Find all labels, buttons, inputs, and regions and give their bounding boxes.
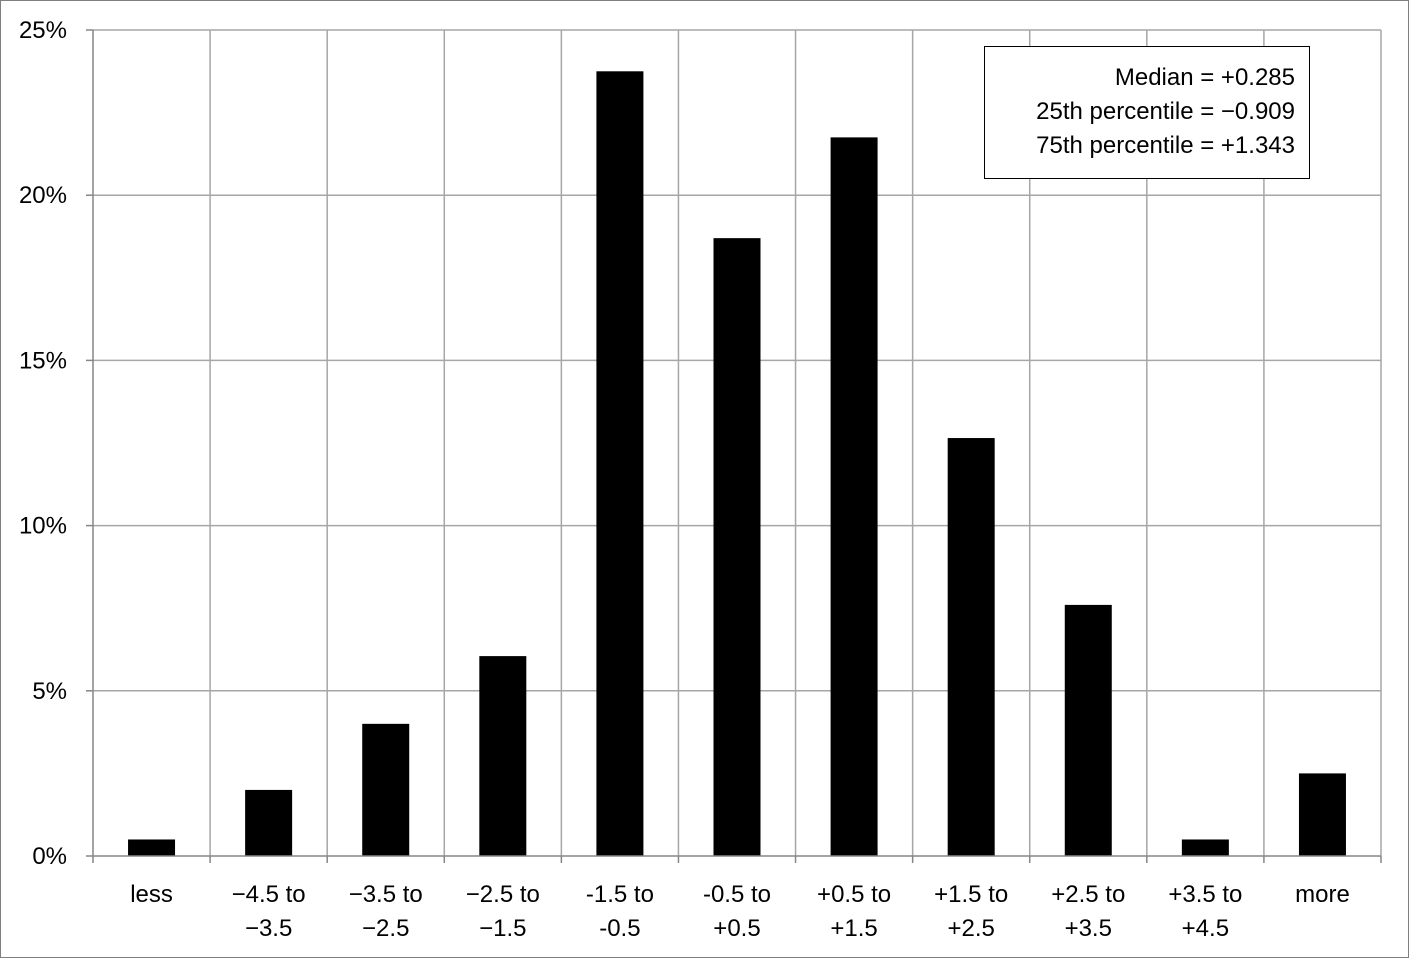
x-tick-label: less (130, 881, 173, 908)
y-tick-labels: 0% 5% 10% 15% 20% 25% (19, 17, 67, 870)
bar (830, 137, 878, 856)
25th-percentile-annotation: 25th percentile = −0.909 (1036, 98, 1295, 125)
bar (947, 438, 995, 856)
bar (128, 839, 176, 856)
bar (362, 723, 410, 856)
x-tick-label: −4.5 to −3.5 (232, 881, 306, 942)
bar (596, 71, 644, 857)
median-annotation: Median = +0.285 (1114, 64, 1295, 91)
x-tick-label: +2.5 to +3.5 (1051, 881, 1125, 942)
bar (1181, 839, 1229, 856)
x-tick-label: +1.5 to +2.5 (934, 881, 1008, 942)
bar (1064, 604, 1112, 856)
y-tick-label: 10% (19, 513, 67, 540)
x-tick-label: +0.5 to +1.5 (817, 881, 891, 942)
x-tick-label: +3.5 to +4.5 (1168, 881, 1242, 942)
y-tick-label: 0% (32, 843, 67, 870)
y-tick-label: 20% (19, 182, 67, 209)
x-tick-label: −2.5 to −1.5 (466, 881, 540, 942)
y-tick-label: 15% (19, 347, 67, 374)
statistics-annotation-box: Median = +0.285 25th percentile = −0.909… (984, 46, 1310, 179)
x-tick-label: -0.5 to +0.5 (703, 881, 771, 942)
bar (245, 789, 293, 856)
x-tick-label: more (1295, 881, 1350, 908)
75th-percentile-annotation: 75th percentile = +1.343 (1036, 132, 1295, 159)
x-tick-labels: less −4.5 to −3.5 −3.5 to −2.5 −2.5 to −1.5 -1.… (130, 881, 1350, 942)
axes (86, 29, 1382, 863)
x-tick-label: −3.5 to −2.5 (349, 881, 423, 942)
grid-lines (93, 29, 1382, 856)
bar (479, 656, 527, 856)
bar (713, 238, 761, 857)
bars (128, 71, 1346, 857)
bar (1298, 773, 1346, 856)
x-tick-label: -1.5 to -0.5 (586, 881, 654, 942)
y-tick-label: 25% (19, 17, 67, 44)
y-tick-label: 5% (32, 678, 67, 705)
